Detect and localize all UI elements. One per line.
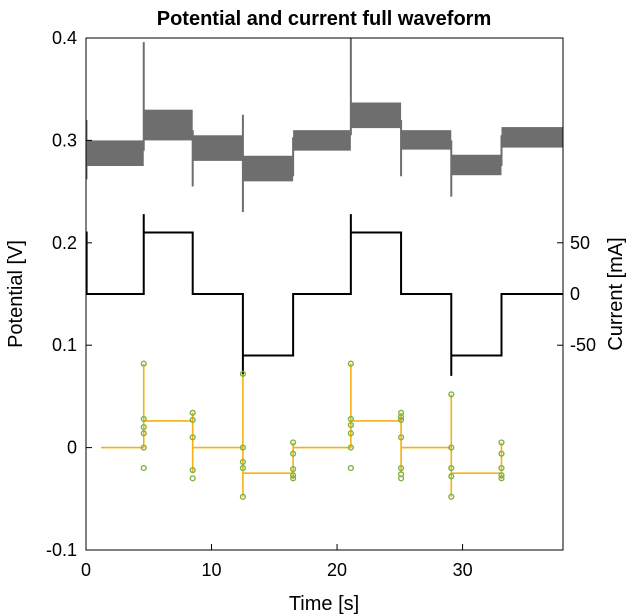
- response-marker-10: [189, 475, 196, 482]
- response-marker-23: [347, 421, 354, 429]
- response-marker-6: [189, 409, 196, 416]
- response-marker-41: [498, 464, 505, 472]
- y-tick-label-1: 0: [67, 438, 77, 458]
- response-line: [101, 363, 503, 497]
- response-marker-21: [347, 360, 354, 367]
- y-tick-label-0: -0.1: [46, 540, 77, 560]
- response-marker-7: [189, 416, 196, 424]
- potential-segment-4: [293, 130, 351, 151]
- current-series: [85, 214, 563, 376]
- response-marker-28: [397, 413, 405, 420]
- x-tick-label-0: 0: [81, 560, 91, 580]
- y2-tick-label-0: 50: [570, 233, 590, 253]
- potential-series: [85, 38, 563, 213]
- response-marker-20: [290, 475, 297, 482]
- response-marker-14: [239, 464, 247, 472]
- response-marker-43: [498, 475, 505, 482]
- response-marker-42: [498, 472, 505, 479]
- potential-segment-2: [192, 135, 243, 161]
- potential-segment-6: [401, 130, 452, 150]
- response-marker-1: [140, 415, 147, 423]
- y-axis-label: Potential [V]: [5, 240, 27, 348]
- x-tick-label-1: 10: [202, 560, 222, 580]
- response-marker-32: [397, 471, 405, 478]
- response-marker-27: [397, 409, 405, 416]
- y2-axis-label: Current [mA]: [605, 237, 627, 350]
- response-marker-35: [448, 444, 455, 451]
- potential-segment-3: [242, 155, 294, 182]
- response-marker-30: [397, 434, 405, 441]
- response-marker-9: [189, 467, 196, 474]
- response-marker-38: [448, 493, 455, 500]
- response-marker-31: [397, 464, 405, 472]
- potential-segment-1: [143, 109, 193, 141]
- response-marker-34: [448, 391, 455, 398]
- potential-segment-7: [451, 154, 502, 176]
- chart-title: Potential and current full waveform: [157, 8, 492, 30]
- y2-tick-label-2: -50: [570, 335, 596, 355]
- response-marker-40: [498, 450, 505, 457]
- response-marker-16: [290, 439, 297, 446]
- response-marker-25: [347, 444, 354, 451]
- response-marker-17: [290, 450, 297, 457]
- current-line: [85, 214, 563, 376]
- potential-segment-8: [501, 127, 563, 148]
- response-marker-36: [448, 464, 455, 472]
- response-marker-15: [239, 493, 247, 500]
- y-tick-label-4: 0.3: [52, 130, 77, 150]
- y-tick-label-3: 0.2: [52, 233, 77, 253]
- response-marker-39: [498, 439, 505, 446]
- y-tick-label-2: 0.1: [52, 335, 77, 355]
- response-marker-5: [140, 464, 147, 472]
- response-marker-29: [397, 416, 405, 424]
- response-series: [101, 363, 503, 497]
- response-marker-12: [239, 444, 247, 451]
- y2-tick-label-1: 0: [570, 284, 580, 304]
- response-marker-26: [347, 464, 354, 472]
- x-axis-label: Time [s]: [289, 593, 359, 615]
- response-marker-37: [448, 473, 455, 480]
- response-marker-11: [239, 370, 247, 377]
- x-tick-label-2: 20: [327, 560, 347, 580]
- response-marker-4: [140, 444, 147, 451]
- response-marker-3: [140, 430, 147, 437]
- potential-segment-5: [350, 102, 402, 129]
- response-marker-13: [239, 458, 247, 466]
- response-marker-22: [347, 415, 354, 423]
- response-marker-0: [140, 360, 147, 367]
- potential-segment-0: [86, 140, 144, 166]
- response-markers: [140, 360, 505, 500]
- response-marker-33: [397, 475, 405, 482]
- x-tick-label-3: 30: [453, 560, 473, 580]
- response-marker-2: [140, 424, 147, 431]
- response-marker-18: [290, 466, 297, 473]
- response-marker-19: [290, 472, 297, 479]
- response-marker-8: [189, 434, 196, 441]
- response-marker-24: [347, 430, 354, 437]
- y-tick-label-5: 0.4: [52, 28, 77, 48]
